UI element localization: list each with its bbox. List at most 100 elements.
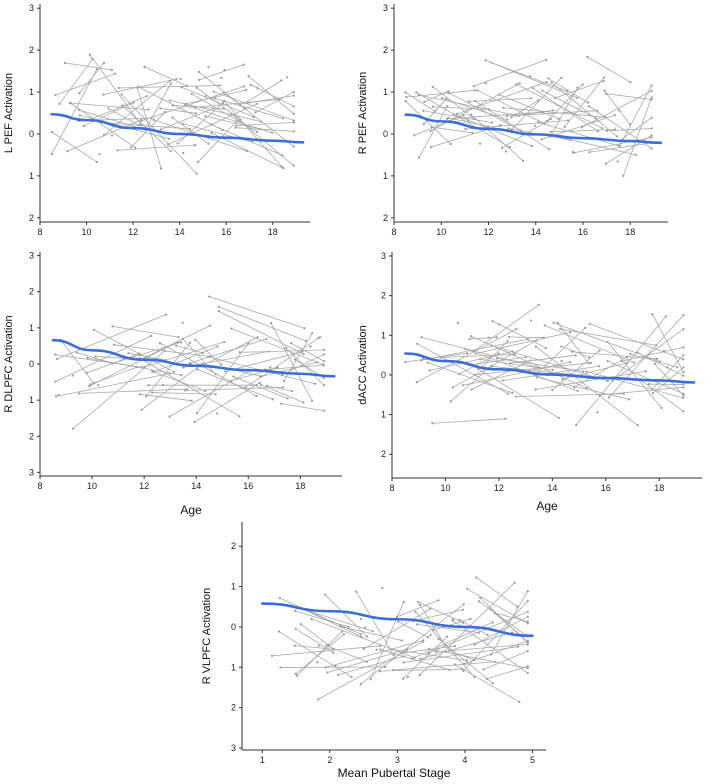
trajectory-point [258, 381, 261, 384]
x-tick-label: 8 [389, 483, 394, 493]
trajectory-point [634, 153, 637, 157]
trajectory-line [475, 362, 591, 376]
trajectory-line [83, 102, 134, 127]
trajectory-line [550, 129, 615, 133]
trajectory-point [217, 309, 220, 313]
data-point [98, 153, 101, 156]
trajectory-line [561, 346, 590, 358]
trajectory-point [682, 328, 685, 331]
trajectory-point [171, 104, 174, 107]
trajectory-point [194, 112, 197, 115]
x-tick-label: 18 [625, 227, 635, 237]
x-axis-label: Mean Pubertal Stage [338, 766, 451, 780]
data-point [467, 119, 470, 122]
trajectory-line [176, 345, 204, 354]
trajectory-line [419, 582, 515, 676]
data-point [309, 345, 312, 348]
trajectory-point [580, 126, 583, 129]
trajectory-line [205, 115, 261, 130]
data-point [359, 617, 363, 621]
x-tick-label: 14 [531, 227, 541, 237]
y-tick-label: 0 [29, 359, 34, 369]
rvlpfc-panel: 3 2 1 0 1 2 1 2 3 4 5 R VLPFC Activation Mean Pubert… [201, 522, 546, 780]
trajectory-line [300, 623, 329, 646]
trajectory-line [412, 609, 463, 622]
y-tick-label: 1 [381, 330, 386, 340]
trajectory-line [406, 89, 476, 98]
trajectory-point [415, 623, 419, 626]
x-tick-label: 12 [494, 483, 504, 493]
trajectory-point [518, 700, 521, 704]
trajectory-point [313, 382, 317, 385]
trajectory-line [266, 385, 292, 392]
trajectory-point [292, 105, 295, 108]
trajectory-point [540, 110, 544, 114]
trajectory-point [402, 661, 405, 664]
trajectory-line [548, 78, 589, 103]
trajectory-point [147, 384, 150, 387]
trajectory-point [279, 666, 282, 669]
y-tick-label: 2 [381, 449, 386, 459]
data-point [317, 337, 320, 340]
trajectory-point [560, 345, 563, 348]
trajectory-point [142, 365, 146, 369]
trajectory-point [265, 384, 269, 387]
trajectory-point [235, 124, 238, 127]
y-tick-label: 1 [383, 171, 388, 181]
trajectory-point [299, 623, 302, 626]
trajectory-line [418, 105, 448, 158]
trajectory-line [139, 393, 192, 402]
trajectory-point [254, 111, 257, 114]
trajectory-point [238, 351, 241, 354]
trajectory-point [545, 80, 548, 84]
trajectory-point [629, 80, 632, 84]
trajectory-point [204, 389, 207, 393]
trajectory-point [626, 355, 629, 358]
trajectory-point [682, 366, 685, 369]
trajectory-line [295, 628, 334, 654]
trajectory-point [369, 678, 372, 681]
trajectory-point [168, 99, 172, 102]
trajectory-point [499, 124, 502, 127]
trajectory-point [168, 415, 171, 418]
trajectory-point [413, 656, 416, 659]
trajectory-line [78, 109, 144, 130]
y-tick-label: 3 [381, 251, 386, 261]
trajectory-point [476, 367, 480, 371]
trajectory-line [169, 370, 251, 417]
trajectory-point [331, 647, 335, 651]
trajectory-point [537, 303, 540, 306]
trajectory-point [427, 651, 430, 655]
trajectory-point [152, 118, 155, 121]
trajectory-line [295, 610, 349, 628]
x-tick-label: 10 [87, 481, 97, 491]
trajectory-point [446, 635, 449, 638]
trajectory-point [110, 68, 113, 71]
trajectory-point [221, 101, 225, 105]
data-point [560, 359, 563, 363]
trajectory-point [232, 375, 235, 378]
trajectory-point [276, 366, 279, 369]
trajectory-line [432, 618, 471, 631]
trajectory-point [421, 640, 424, 643]
trajectory-point [107, 107, 110, 110]
trajectory-point [196, 368, 199, 371]
trajectory-point [422, 122, 425, 126]
trajectory-line [452, 620, 528, 674]
trajectory-point [603, 89, 606, 92]
x-tick-label: 18 [268, 227, 278, 237]
trajectory-line [477, 90, 545, 125]
trajectory-point [322, 384, 325, 387]
trajectory-point [473, 643, 476, 646]
data-point [57, 393, 60, 397]
trajectory-point [510, 116, 513, 119]
trajectory-point [311, 332, 314, 335]
trajectory-point [644, 370, 647, 373]
trajectory-point [465, 659, 469, 662]
y-tick-label: 2 [29, 45, 34, 55]
trajectory-point [379, 648, 382, 651]
trajectory-point [180, 374, 183, 377]
trajectory-point [431, 85, 434, 88]
trajectory-point [655, 357, 659, 360]
